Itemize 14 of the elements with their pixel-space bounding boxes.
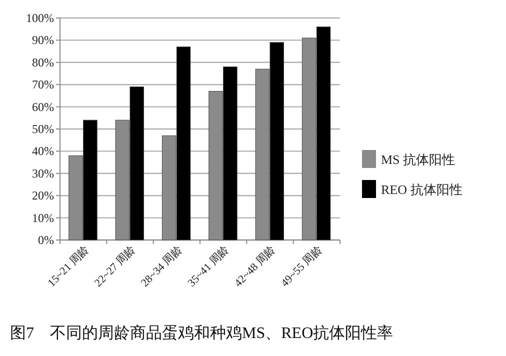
legend-label: MS 抗体阳性 [381,152,456,167]
y-tick-label: 40% [32,144,54,158]
legend-label: REO 抗体阳性 [381,182,462,197]
y-tick-label: 70% [32,78,54,92]
y-tick-label: 100% [26,11,54,25]
y-tick-label: 0% [38,233,54,247]
caption: 图7 不同的周龄商品蛋鸡和种鸡MS、REO抗体阳性率 [10,324,394,342]
y-tick-label: 30% [32,166,54,180]
y-tick-label: 80% [32,55,54,70]
y-tick-label: 20% [32,188,54,203]
y-tick-label: 90% [32,33,54,48]
y-tick-label: 50% [32,122,54,136]
y-tick-label: 10% [32,210,54,225]
y-tick-label: 60% [32,100,54,114]
